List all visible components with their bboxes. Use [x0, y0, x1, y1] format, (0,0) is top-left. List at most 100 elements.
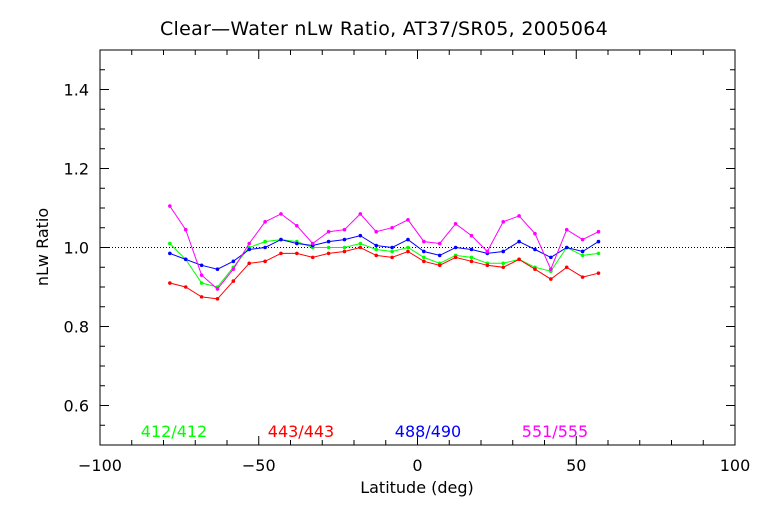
data-point [263, 220, 267, 224]
data-point [247, 261, 252, 266]
data-point [358, 245, 363, 250]
data-point [406, 249, 410, 254]
data-point [564, 227, 569, 232]
plot-frame [99, 49, 736, 446]
data-point [533, 247, 537, 252]
data-point [168, 241, 172, 246]
data-point [326, 239, 331, 244]
series-line [169, 246, 599, 300]
series-line [169, 239, 599, 288]
data-point [580, 253, 585, 258]
data-point [390, 249, 394, 254]
data-point [247, 247, 252, 252]
y-tick-label: 1.4 [64, 81, 89, 100]
data-point [533, 231, 537, 236]
axis-ticks [99, 49, 736, 446]
series-line [169, 205, 599, 290]
data-point [231, 267, 236, 272]
data-point [501, 265, 506, 270]
data-point [549, 255, 553, 260]
data-point [199, 273, 204, 277]
data-point [517, 214, 521, 218]
data-point [183, 285, 188, 289]
data-point [168, 251, 172, 256]
x-axis-label: Latitude (deg) [360, 478, 474, 497]
legend-entry: 488/490 [395, 422, 461, 441]
data-point [469, 247, 474, 252]
data-point [596, 271, 601, 275]
data-point [215, 267, 220, 272]
data-point [215, 297, 220, 301]
data-point [231, 259, 236, 264]
y-tick-labels: 0.6 0.8 1.0 1.2 1.4 [64, 81, 89, 416]
data-point [231, 279, 236, 283]
x-tick-labels: −100 −50 0 50 100 [78, 456, 750, 475]
data-point [596, 239, 601, 244]
data-point [501, 220, 506, 224]
data-point [374, 253, 379, 258]
y-axis-label: nLw Ratio [33, 208, 52, 286]
x-tick-label: 100 [720, 456, 751, 475]
data-point [437, 253, 442, 258]
y-tick-label: 1.2 [64, 160, 89, 179]
data-point [342, 249, 347, 254]
data-point [342, 227, 347, 232]
data-point [295, 241, 299, 246]
data-point [199, 281, 204, 285]
data-point [517, 239, 521, 244]
data-point [263, 245, 267, 250]
data-point [326, 251, 331, 256]
x-tick-label: −50 [242, 456, 276, 475]
data-point [168, 204, 172, 208]
data-point [437, 241, 442, 246]
data-point [374, 243, 379, 248]
data-point [422, 255, 426, 260]
data-point [215, 287, 220, 291]
data-point [469, 255, 474, 260]
x-tick-label: −100 [78, 456, 122, 475]
data-point [279, 251, 283, 256]
data-point [469, 259, 474, 264]
data-point [263, 259, 267, 264]
data-point [390, 225, 394, 230]
data-point [580, 237, 585, 242]
data-point [183, 227, 188, 232]
data-point [485, 249, 490, 254]
data-point [422, 249, 426, 254]
data-point [533, 267, 537, 272]
data-point [358, 233, 363, 238]
data-point [183, 257, 188, 262]
data-point [580, 275, 585, 279]
data-point [263, 239, 267, 244]
series-layer [168, 204, 601, 301]
data-point [485, 263, 490, 268]
y-tick-label: 0.8 [64, 318, 89, 337]
data-point [358, 241, 363, 246]
chart-title: Clear—Water nLw Ratio, AT37/SR05, 200506… [159, 18, 609, 40]
data-point [549, 267, 553, 272]
x-tick-label: 0 [412, 456, 422, 475]
data-point [564, 245, 569, 250]
data-point [596, 251, 601, 256]
data-point [453, 222, 458, 226]
legend-entry: 412/412 [141, 422, 207, 441]
data-point [517, 257, 521, 262]
data-point [422, 259, 426, 264]
data-point [549, 277, 553, 281]
data-point [326, 245, 331, 250]
data-point [342, 237, 347, 242]
data-point [501, 261, 506, 266]
data-point [406, 218, 410, 222]
data-point [326, 229, 331, 234]
data-point [406, 237, 410, 242]
legend-entry: 551/555 [522, 422, 588, 441]
y-tick-label: 0.6 [64, 397, 89, 416]
series-line [169, 235, 599, 270]
data-point [453, 255, 458, 260]
data-point [168, 281, 172, 285]
data-point [199, 263, 204, 268]
data-point [247, 241, 252, 246]
data-point [406, 245, 410, 250]
legend-entry: 443/443 [268, 422, 334, 441]
